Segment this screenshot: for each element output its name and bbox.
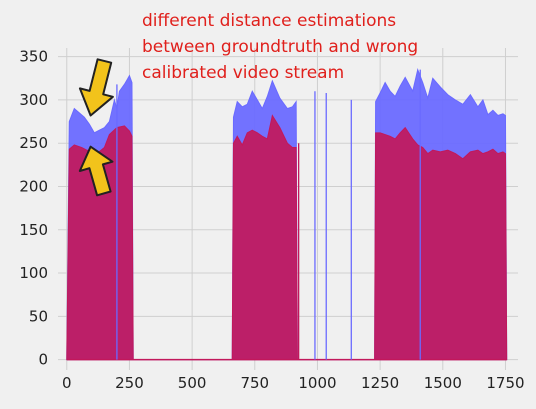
- annotation-arrow: [78, 145, 114, 197]
- y-tick-label: 200: [19, 177, 48, 195]
- y-tick-label: 100: [19, 264, 48, 282]
- x-tick-label: 750: [240, 374, 269, 392]
- arrow-layer: [78, 58, 114, 197]
- x-tick-label: 1000: [298, 374, 336, 392]
- y-tick-label: 150: [19, 221, 48, 239]
- spike-layer: [116, 69, 421, 360]
- series-layer: [66, 67, 508, 361]
- annotation-arrow: [78, 58, 114, 117]
- x-tick-label: 1750: [486, 374, 524, 392]
- y-tick-label: 350: [19, 48, 48, 66]
- annotation-line-1: different distance estimations: [142, 11, 396, 31]
- series-area-2: [66, 114, 508, 361]
- x-tick-labels: 0 250 500 750 1000 1250 1500 1750: [62, 374, 525, 392]
- y-tick-label: 50: [29, 307, 48, 325]
- annotation-line-2: between groundtruth and wrong: [142, 37, 418, 57]
- x-tick-label: 250: [115, 374, 144, 392]
- annotation-line-3: calibrated video stream: [142, 63, 344, 83]
- annotation: different distance estimations between g…: [142, 11, 418, 83]
- y-tick-label: 0: [38, 351, 48, 369]
- x-tick-label: 1250: [361, 374, 399, 392]
- x-tick-label: 500: [178, 374, 207, 392]
- x-tick-label: 0: [62, 374, 72, 392]
- x-tick-label: 1500: [424, 374, 462, 392]
- y-tick-labels: 0 50 100 150 200 250 300 350: [19, 48, 48, 369]
- y-tick-label: 250: [19, 134, 48, 152]
- y-tick-label: 300: [19, 91, 48, 109]
